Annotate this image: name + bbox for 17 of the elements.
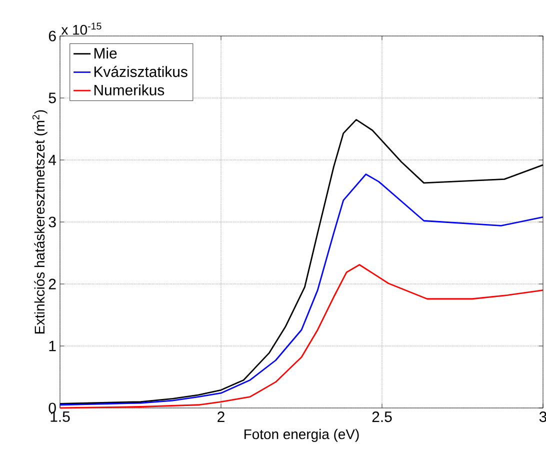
y-tick-label: 6 (48, 30, 56, 42)
y-tick-label: 2 (48, 278, 56, 290)
legend-label: Kvázisztatikus (94, 66, 188, 78)
text: x 10$^{-15}$ (61, 22, 102, 35)
legend-label: Mie (94, 48, 117, 59)
y-tick-label: 1 (49, 340, 56, 352)
x-tick-label: 1.5 (50, 412, 70, 422)
legend-label: Numerikus (94, 84, 164, 96)
line-series (59, 264, 544, 409)
y-tick-label: 4 (48, 154, 56, 166)
y-axis-title: Extinkciós hatáskeresztmetszet (m$^{2}$) (32, 110, 48, 334)
y-tick-label: 3 (48, 216, 56, 228)
x-tick-label: 2.5 (372, 412, 392, 422)
x-tick-label: 2 (218, 412, 224, 422)
line-series (59, 174, 544, 406)
x-axis-title: Foton energia (eV) (244, 428, 359, 442)
y-tick-label: 5 (48, 92, 56, 104)
